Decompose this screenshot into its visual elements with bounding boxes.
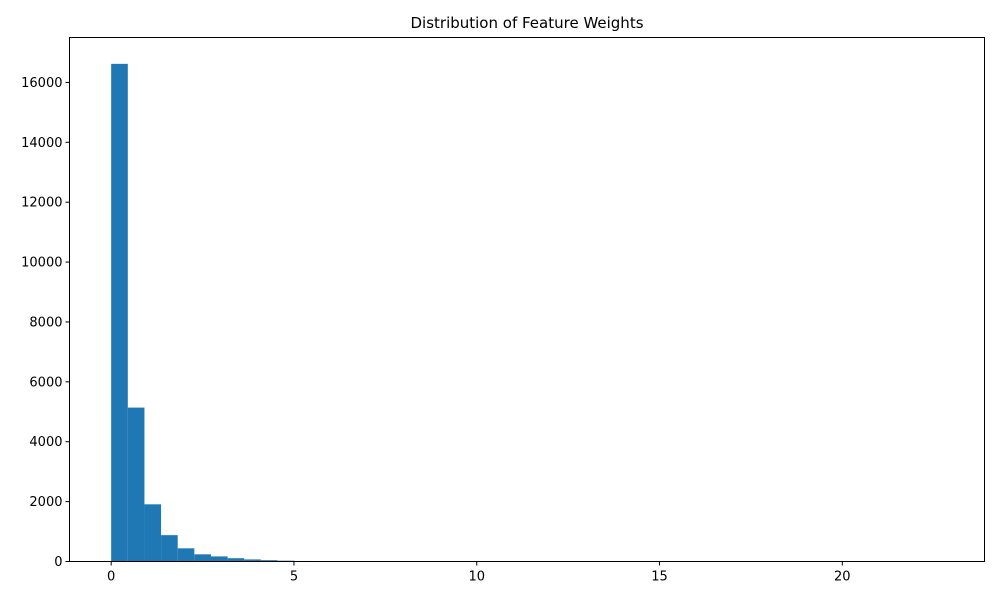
y-axis-ticks: 0 2000 4000 6000 8000 10000 12000 14000 16000	[21, 76, 70, 570]
plot-frame	[69, 37, 985, 562]
y-tick-label: 4000	[29, 435, 62, 450]
y-tick-label: 2000	[29, 495, 62, 510]
y-tick-label: 0	[54, 555, 62, 570]
x-tick-label: 15	[651, 570, 668, 585]
histogram-bar	[227, 558, 245, 562]
histogram-bar	[244, 559, 261, 562]
y-tick-label: 14000	[21, 136, 62, 151]
x-tick-label: 5	[290, 570, 298, 585]
y-tick-label: 12000	[21, 196, 62, 211]
y-tick-label: 16000	[21, 76, 62, 91]
histogram-bar	[260, 560, 278, 562]
histogram-bar	[161, 535, 178, 562]
histogram-bar	[127, 407, 145, 562]
y-tick-label: 8000	[29, 315, 62, 330]
histogram-bar	[194, 554, 211, 562]
histogram-bar	[111, 63, 128, 562]
x-tick-label: 20	[834, 570, 851, 585]
y-tick-label: 6000	[29, 375, 62, 390]
x-axis-ticks: 0 5 10 15 20	[107, 561, 851, 585]
x-tick-label: 10	[468, 570, 485, 585]
histogram-bar	[144, 504, 162, 562]
y-tick-label: 10000	[21, 256, 62, 271]
histogram-bar	[177, 548, 195, 562]
bars-group	[111, 63, 943, 562]
chart-title: Distribution of Feature Weights	[410, 14, 643, 32]
x-tick-label: 0	[107, 570, 115, 585]
histogram-bar	[210, 556, 228, 562]
